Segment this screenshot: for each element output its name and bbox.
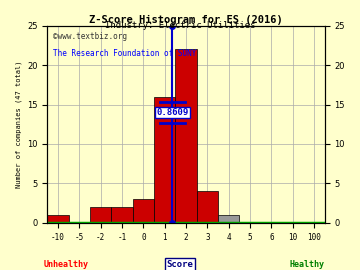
Text: ©www.textbiz.org: ©www.textbiz.org xyxy=(53,32,127,41)
Text: Score: Score xyxy=(167,260,193,269)
Bar xyxy=(154,97,175,223)
Text: 0.8609: 0.8609 xyxy=(156,108,189,117)
Text: Healthy: Healthy xyxy=(289,260,324,269)
Bar xyxy=(47,215,69,223)
Text: Unhealthy: Unhealthy xyxy=(43,260,88,269)
Y-axis label: Number of companies (47 total): Number of companies (47 total) xyxy=(15,60,22,188)
Bar xyxy=(175,49,197,223)
Text: Industry: Electric Utilities: Industry: Electric Utilities xyxy=(105,21,255,30)
Bar xyxy=(90,207,111,223)
Bar xyxy=(133,199,154,223)
Title: Z-Score Histogram for ES (2016): Z-Score Histogram for ES (2016) xyxy=(89,15,283,25)
Bar xyxy=(218,215,239,223)
Bar xyxy=(197,191,218,223)
Bar xyxy=(111,207,133,223)
Text: The Research Foundation of SUNY: The Research Foundation of SUNY xyxy=(53,49,196,58)
